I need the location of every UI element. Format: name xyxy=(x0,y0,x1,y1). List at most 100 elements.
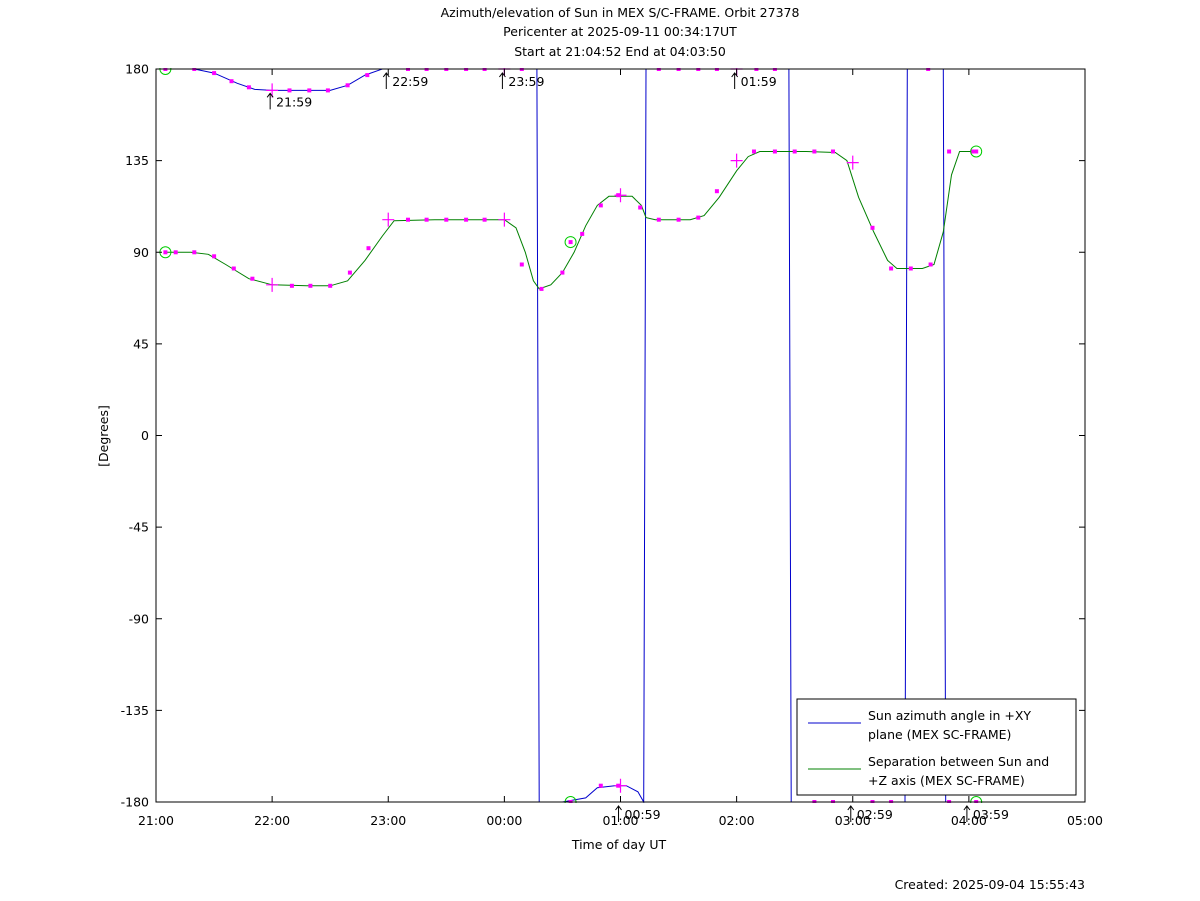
legend-box xyxy=(796,698,1077,796)
azimuth-point xyxy=(229,79,234,84)
title-line-1: Azimuth/elevation of Sun in MEX S/C-FRAM… xyxy=(441,5,800,20)
separation-point xyxy=(482,217,487,222)
separation-point xyxy=(676,217,681,222)
hour-plus-marker xyxy=(266,83,279,98)
y-tick-label: 180 xyxy=(125,62,149,77)
hour-arrow xyxy=(847,805,855,822)
separation-point xyxy=(328,283,333,288)
event-point xyxy=(568,240,573,245)
azimuth-point xyxy=(307,88,312,93)
separation-point xyxy=(752,149,756,154)
x-tick-label: 02:00 xyxy=(719,813,755,828)
legend-label-2: +Z axis (MEX SC-FRAME) xyxy=(868,773,1025,788)
separation-point xyxy=(424,217,429,222)
legend-label-1: plane (MEX SC-FRAME) xyxy=(868,727,1011,742)
separation-point xyxy=(908,266,913,271)
separation-point xyxy=(308,283,313,288)
series-line-2 xyxy=(165,151,977,290)
separation-point xyxy=(560,270,565,275)
y-tick-label: -135 xyxy=(121,703,149,718)
x-tick-label: 01:00 xyxy=(602,813,638,828)
separation-point xyxy=(539,286,544,291)
azimuth-point xyxy=(246,85,251,90)
event-circle-marker xyxy=(970,145,983,158)
x-tick-label: 22:00 xyxy=(254,813,290,828)
hour-plus-marker xyxy=(614,778,627,793)
separation-point xyxy=(970,149,975,154)
azimuth-point xyxy=(287,88,292,93)
hour-arrow xyxy=(499,72,506,89)
separation-point xyxy=(772,149,777,154)
hour-arrow xyxy=(615,805,622,822)
separation-point xyxy=(696,215,701,220)
separation-point xyxy=(289,283,294,288)
separation-point xyxy=(889,266,894,271)
y-tick-label: -45 xyxy=(129,520,149,535)
separation-point xyxy=(464,217,469,222)
chart-title: Azimuth/elevation of Sun in MEX S/C-FRAM… xyxy=(441,5,800,59)
azimuth-point xyxy=(325,88,330,93)
hour-plus-marker xyxy=(382,212,395,227)
separation-point xyxy=(870,225,875,230)
separation-point xyxy=(250,276,255,281)
separation-point xyxy=(406,217,410,222)
y-tick-label: 135 xyxy=(125,153,149,168)
title-line-3: Start at 21:04:52 End at 04:03:50 xyxy=(514,44,726,59)
hour-arrow xyxy=(731,72,739,89)
azimuth-point xyxy=(212,71,217,76)
created-timestamp: Created: 2025-09-04 15:55:43 xyxy=(895,877,1085,892)
azimuth-point xyxy=(598,783,603,788)
event-point xyxy=(163,250,168,255)
separation-point xyxy=(231,266,236,271)
hour-plus-marker xyxy=(846,155,859,170)
separation-point xyxy=(947,149,952,154)
hour-label: 23:59 xyxy=(508,74,544,89)
hour-plus-marker xyxy=(266,277,279,292)
hour-label: 03:59 xyxy=(973,807,1009,822)
axes: 21:59 22:59 23:59 00:59 01:59 02:59 03:59 180 13… xyxy=(121,62,1103,829)
hour-plus-marker xyxy=(498,212,511,227)
hour-label: 00:59 xyxy=(625,807,661,822)
hour-label: 22:59 xyxy=(392,74,428,89)
x-tick-label: 23:00 xyxy=(370,813,406,828)
legend-label-1: Sun azimuth angle in +XY xyxy=(868,708,1031,723)
x-tick-label: 03:00 xyxy=(835,813,871,828)
hour-label: 21:59 xyxy=(276,94,312,109)
hour-label: 02:59 xyxy=(857,807,893,822)
hour-plus-marker xyxy=(730,153,743,168)
hour-arrow xyxy=(382,72,390,89)
separation-point xyxy=(656,217,661,222)
y-tick-label: 0 xyxy=(141,428,149,443)
event-circle-marker xyxy=(564,236,577,249)
separation-point xyxy=(519,262,524,267)
x-tick-label: 00:00 xyxy=(486,813,522,828)
separation-point xyxy=(580,231,585,236)
x-tick-label: 05:00 xyxy=(1067,813,1103,828)
azimuth-point xyxy=(365,73,370,78)
y-axis-label: [Degrees] xyxy=(96,405,111,467)
y-tick-label: -90 xyxy=(129,611,149,626)
separation-point xyxy=(928,262,933,267)
hour-label: 01:59 xyxy=(741,74,777,89)
separation-point xyxy=(444,217,449,222)
x-tick-label: 21:00 xyxy=(138,813,174,828)
separation-point xyxy=(714,189,719,194)
separation-point xyxy=(366,246,371,251)
legend-label-2: Separation between Sun and xyxy=(868,754,1049,769)
y-tick-label: -180 xyxy=(121,795,149,810)
y-tick-label: 90 xyxy=(133,245,149,260)
plot-area xyxy=(159,68,983,803)
hour-arrow xyxy=(963,805,971,822)
separation-point xyxy=(831,149,835,154)
event-point xyxy=(974,149,979,154)
separation-point xyxy=(347,270,352,275)
separation-point xyxy=(792,149,797,154)
title-line-2: Pericenter at 2025-09-11 00:34:17UT xyxy=(503,24,737,39)
separation-point xyxy=(212,254,217,259)
separation-point xyxy=(173,250,178,255)
x-axis-label: Time of day UT xyxy=(571,837,667,852)
series-line-1 xyxy=(165,68,977,803)
separation-point xyxy=(812,149,817,154)
azimuth-point xyxy=(345,83,350,88)
